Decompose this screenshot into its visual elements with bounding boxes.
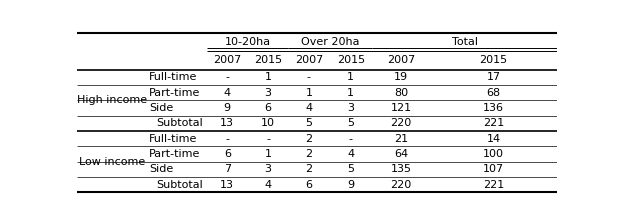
Text: 2015: 2015 bbox=[480, 55, 508, 66]
Text: 7: 7 bbox=[223, 164, 231, 174]
Text: -: - bbox=[349, 134, 353, 144]
Text: 2: 2 bbox=[305, 164, 313, 174]
Text: High income: High income bbox=[77, 95, 147, 105]
Text: 6: 6 bbox=[224, 149, 231, 159]
Text: 6: 6 bbox=[305, 180, 313, 190]
Text: Low income: Low income bbox=[79, 157, 145, 167]
Text: 1: 1 bbox=[347, 88, 354, 98]
Text: 221: 221 bbox=[483, 118, 504, 128]
Text: 3: 3 bbox=[264, 88, 272, 98]
Text: 4: 4 bbox=[264, 180, 272, 190]
Text: 2007: 2007 bbox=[213, 55, 241, 66]
Text: -: - bbox=[225, 72, 229, 82]
Text: 68: 68 bbox=[487, 88, 501, 98]
Text: Total: Total bbox=[452, 37, 478, 47]
Text: 10: 10 bbox=[261, 118, 275, 128]
Text: 2015: 2015 bbox=[254, 55, 282, 66]
Text: 17: 17 bbox=[487, 72, 501, 82]
Text: -: - bbox=[266, 134, 270, 144]
Text: Side: Side bbox=[149, 164, 173, 174]
Text: 107: 107 bbox=[483, 164, 504, 174]
Text: Subtotal: Subtotal bbox=[157, 180, 203, 190]
Text: 1: 1 bbox=[347, 72, 354, 82]
Text: 21: 21 bbox=[394, 134, 409, 144]
Text: 6: 6 bbox=[264, 103, 272, 113]
Text: 10-20ha: 10-20ha bbox=[225, 37, 271, 47]
Text: 9: 9 bbox=[347, 180, 355, 190]
Text: 3: 3 bbox=[347, 103, 354, 113]
Text: 2015: 2015 bbox=[337, 55, 365, 66]
Text: Subtotal: Subtotal bbox=[157, 118, 203, 128]
Text: Side: Side bbox=[149, 103, 173, 113]
Text: -: - bbox=[225, 134, 229, 144]
Text: 220: 220 bbox=[391, 180, 412, 190]
Text: 2: 2 bbox=[305, 149, 313, 159]
Text: 2007: 2007 bbox=[295, 55, 323, 66]
Text: 1: 1 bbox=[264, 149, 272, 159]
Text: 13: 13 bbox=[220, 180, 234, 190]
Text: 221: 221 bbox=[483, 180, 504, 190]
Text: 5: 5 bbox=[305, 118, 313, 128]
Text: 4: 4 bbox=[347, 149, 355, 159]
Text: 3: 3 bbox=[264, 164, 272, 174]
Text: -: - bbox=[307, 72, 311, 82]
Text: 9: 9 bbox=[223, 103, 231, 113]
Text: 13: 13 bbox=[220, 118, 234, 128]
Text: Full-time: Full-time bbox=[149, 72, 197, 82]
Text: Part-time: Part-time bbox=[149, 149, 201, 159]
Text: 220: 220 bbox=[391, 118, 412, 128]
Text: Full-time: Full-time bbox=[149, 134, 197, 144]
Text: 4: 4 bbox=[305, 103, 313, 113]
Text: 19: 19 bbox=[394, 72, 409, 82]
Text: 121: 121 bbox=[391, 103, 412, 113]
Text: 2007: 2007 bbox=[387, 55, 415, 66]
Text: 135: 135 bbox=[391, 164, 412, 174]
Text: 100: 100 bbox=[483, 149, 504, 159]
Text: 5: 5 bbox=[347, 164, 354, 174]
Text: 1: 1 bbox=[305, 88, 313, 98]
Text: Part-time: Part-time bbox=[149, 88, 201, 98]
Text: 1: 1 bbox=[264, 72, 272, 82]
Text: 5: 5 bbox=[347, 118, 354, 128]
Text: 14: 14 bbox=[487, 134, 501, 144]
Text: 80: 80 bbox=[394, 88, 409, 98]
Text: 2: 2 bbox=[305, 134, 313, 144]
Text: 136: 136 bbox=[483, 103, 504, 113]
Text: Over 20ha: Over 20ha bbox=[301, 37, 360, 47]
Text: 64: 64 bbox=[394, 149, 409, 159]
Text: 4: 4 bbox=[223, 88, 231, 98]
